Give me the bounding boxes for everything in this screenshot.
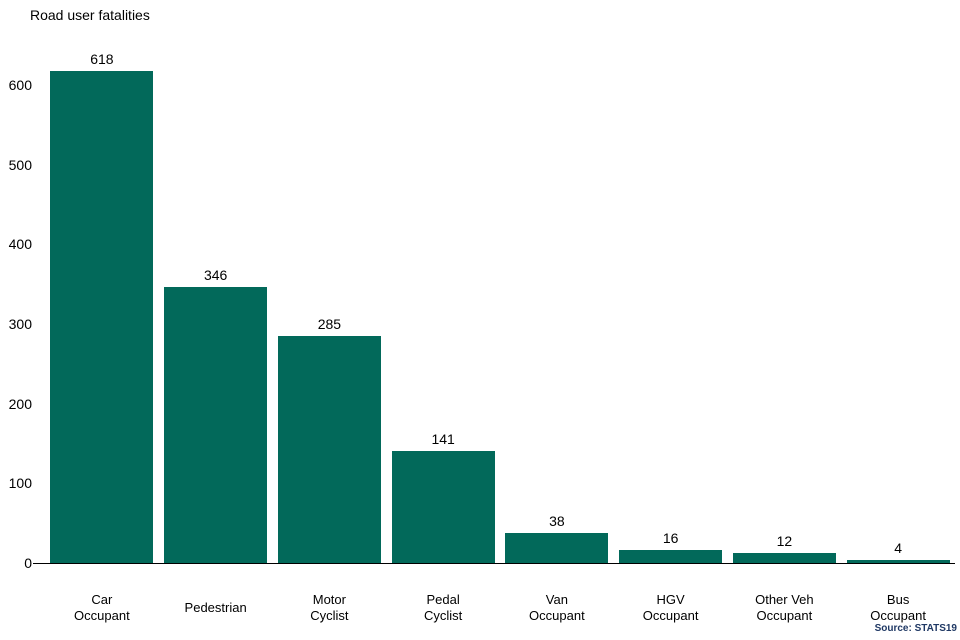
x-category-label-bus-occupant: Bus Occupant <box>870 592 926 623</box>
y-tick-label-0: 0 <box>24 555 32 571</box>
source-note: Source: STATS19 <box>874 623 957 634</box>
bar-value-hgv-occupant: 16 <box>662 530 679 547</box>
chart-title: Road user fatalities <box>30 7 150 23</box>
y-tick-label-500: 500 <box>8 156 32 173</box>
bar-value-pedal-cyclist: 141 <box>431 430 455 447</box>
bar-other-veh-occupant <box>732 553 836 563</box>
x-category-label-other-veh-occupant: Other Veh Occupant <box>755 592 814 623</box>
y-tick-label-400: 400 <box>8 236 32 253</box>
bar-value-car-occupant: 618 <box>90 50 114 67</box>
bar-value-bus-occupant: 4 <box>894 539 903 556</box>
bar-pedestrian <box>164 287 268 563</box>
bar-value-van-occupant: 38 <box>549 512 565 529</box>
bar-value-other-veh-occupant: 12 <box>776 533 793 550</box>
x-category-label-van-occupant: Van Occupant <box>529 592 585 623</box>
bar-van-occupant <box>505 532 609 563</box>
x-category-label-pedal-cyclist: Pedal Cyclist <box>423 592 463 623</box>
x-category-label-hgv-occupant: HGV Occupant <box>642 592 699 623</box>
bar-pedal-cyclist <box>391 450 495 563</box>
y-tick-label-200: 200 <box>8 395 32 412</box>
bar-bus-occupant <box>846 559 950 563</box>
y-tick-label-300: 300 <box>8 316 32 332</box>
x-category-label-pedestrian: Pedestrian <box>184 600 247 615</box>
x-axis-line <box>33 563 955 564</box>
bar-value-motor-cyclist: 285 <box>317 315 342 332</box>
y-tick-label-100: 100 <box>8 475 32 492</box>
x-category-label-motor-cyclist: Motor Cyclist <box>310 592 349 623</box>
y-tick-label-600: 600 <box>8 77 32 93</box>
bar-car-occupant <box>50 70 154 563</box>
bar-hgv-occupant <box>619 550 723 563</box>
bar-value-pedestrian: 346 <box>203 267 228 284</box>
bar-motor-cyclist <box>277 335 381 563</box>
x-category-label-car-occupant: Car Occupant <box>74 592 130 623</box>
